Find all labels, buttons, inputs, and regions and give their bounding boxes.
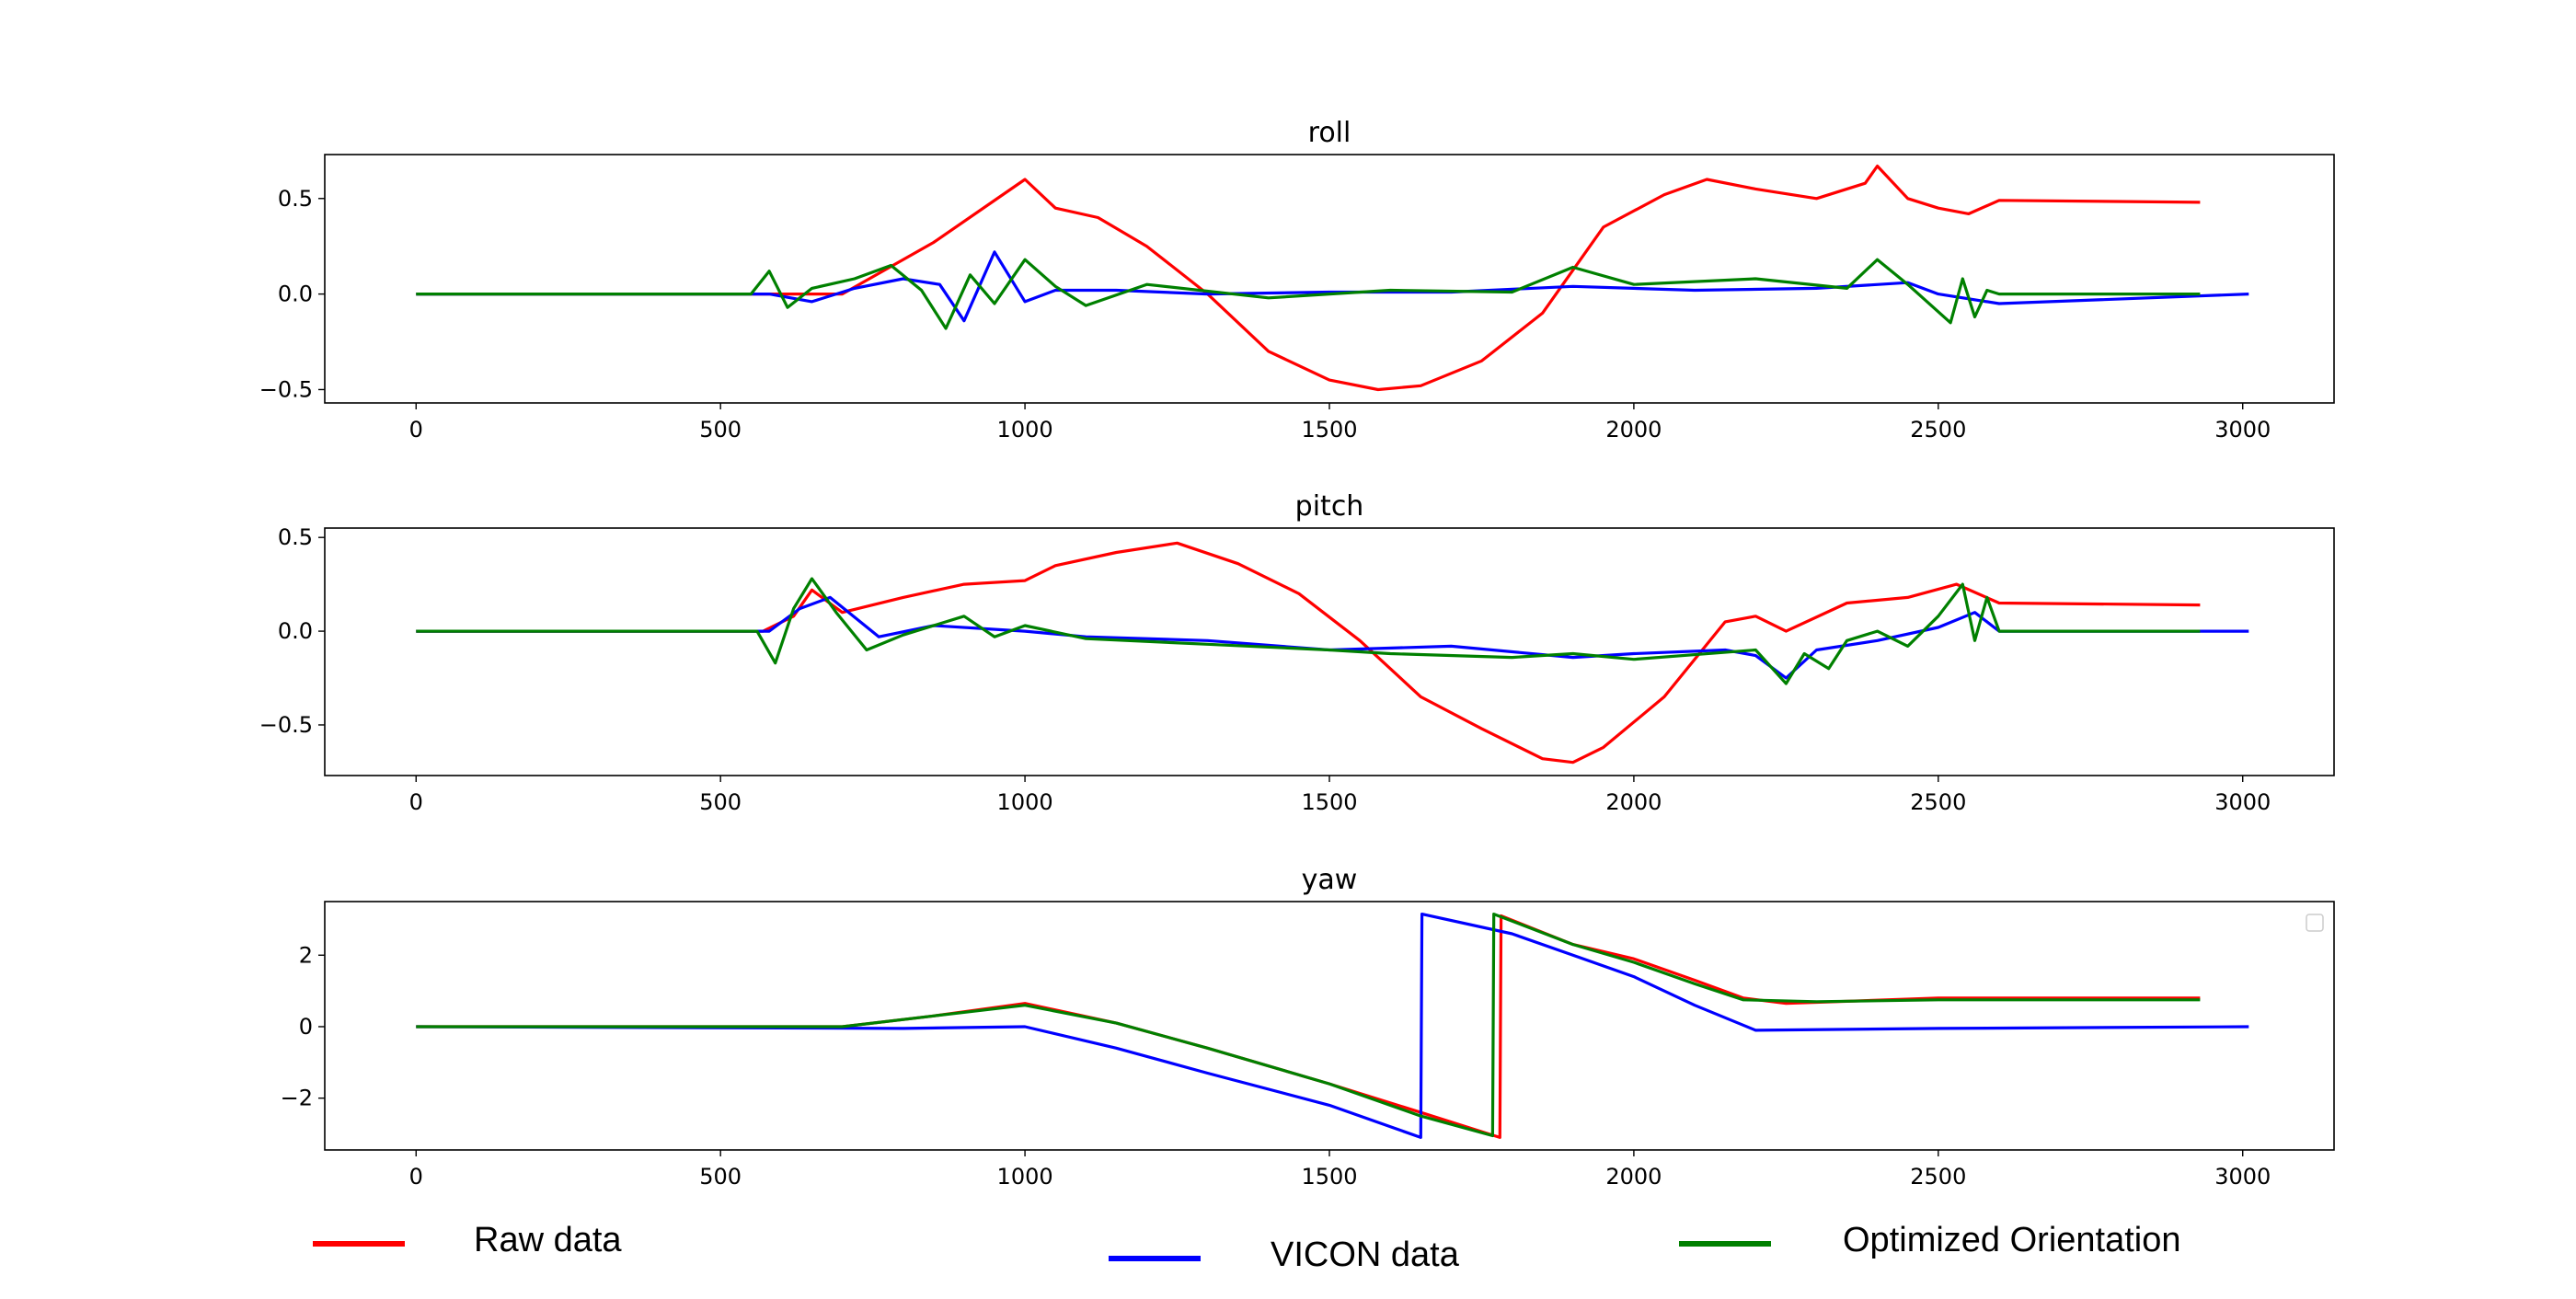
x-tick-label: 3000 [2214,789,2271,815]
x-tick-label: 1500 [1301,1164,1357,1190]
x-tick-label: 0 [409,1164,423,1190]
subplot-roll: roll 0 500 1000 1500 2000 2500 3000 −0.5 0.0 0.5 [259,117,2335,443]
x-tick-label: 2000 [1605,417,1662,443]
y-tick-label: 0.5 [278,186,313,212]
legend-label-raw-data: Raw data [474,1221,622,1259]
x-tick-label: 3000 [2214,417,2271,443]
y-tick-label: 0.0 [278,618,313,644]
subplot-title-roll: roll [1308,117,1351,149]
x-tick-label: 1000 [997,417,1053,443]
y-tick-label: −2 [281,1086,313,1111]
legend-swatch-vicon-data [1109,1256,1201,1261]
series-line-pitch-0 [416,541,2201,764]
x-tick-label: 2500 [1910,789,1966,815]
x-tick-label: 1500 [1301,417,1357,443]
empty-legend-box [2306,914,2324,932]
subplot-title-yaw: yaw [1302,864,1358,896]
series-line-roll-1 [416,250,2249,323]
y-tick-label: −0.5 [259,376,313,402]
legend-swatch-raw-data [313,1241,405,1247]
series-line-roll-0 [416,164,2201,392]
axes-frame-pitch [324,527,2335,776]
x-tick-label: 500 [699,1164,742,1190]
x-tick-label: 500 [699,789,742,815]
y-tick-label: 0 [299,1014,313,1040]
legend-item-vicon-data: VICON data [1109,1231,1569,1286]
y-tick-label: 2 [299,942,313,968]
subplot-title-pitch: pitch [1295,490,1364,523]
x-tick-label: 1000 [997,1164,1053,1190]
series-line-yaw-1 [416,912,2249,1140]
x-tick-label: 500 [699,417,742,443]
subplot-yaw: yaw 0 500 1000 1500 2000 2500 3000 −2 0 2 [281,864,2335,1190]
x-tick-label: 1500 [1301,789,1357,815]
axes-frame-roll [324,154,2335,404]
x-tick-label: 0 [409,417,423,443]
y-tick-label: 0.5 [278,524,313,550]
series-line-pitch-2 [416,577,2201,685]
x-tick-label: 2000 [1605,789,1662,815]
x-tick-label: 2500 [1910,417,1966,443]
series-line-pitch-1 [416,595,2249,680]
legend-swatch-optimized-orientation [1679,1241,1771,1247]
x-tick-label: 2000 [1605,1164,1662,1190]
legend-item-raw-data: Raw data [313,1216,773,1271]
x-tick-label: 0 [409,789,423,815]
legend-item-optimized-orientation: Optimized Orientation [1679,1216,2323,1271]
series-line-yaw-2 [416,912,2201,1138]
x-tick-label: 3000 [2214,1164,2271,1190]
x-tick-label: 2500 [1910,1164,1966,1190]
series-line-roll-2 [416,258,2201,330]
subplot-pitch: pitch 0 500 1000 1500 2000 2500 3000 −0.5 0.0 0.5 [259,490,2335,815]
y-tick-label: 0.0 [278,282,313,307]
y-tick-label: −0.5 [259,712,313,738]
x-tick-label: 1000 [997,789,1053,815]
legend-label-optimized-orientation: Optimized Orientation [1843,1221,2181,1259]
legend-label-vicon-data: VICON data [1271,1236,1459,1274]
